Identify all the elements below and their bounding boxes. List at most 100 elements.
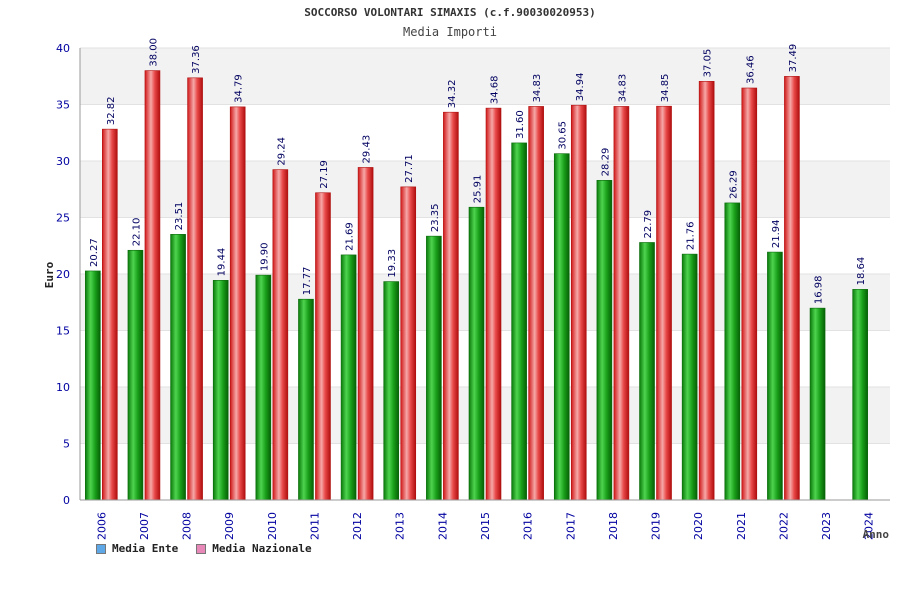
- x-tick-label: 2015: [479, 512, 492, 540]
- y-tick-label: 20: [56, 268, 70, 281]
- bar-value-label: 27.71: [404, 154, 415, 183]
- bar-value-label: 18.64: [856, 257, 867, 286]
- bar-value-label: 38.00: [148, 38, 159, 67]
- bar-media-ente: [127, 249, 144, 501]
- y-tick-label: 15: [56, 325, 70, 338]
- bar-media-nazionale: [784, 76, 800, 501]
- y-tick-label: 35: [56, 99, 70, 112]
- bar-media-nazionale: [443, 111, 459, 501]
- x-tick-label: 2020: [692, 512, 705, 540]
- legend-swatch-ente: [96, 543, 106, 554]
- x-tick-label: 2019: [650, 512, 663, 540]
- bar-value-label: 21.94: [771, 219, 782, 248]
- bar-value-label: 34.83: [532, 74, 543, 103]
- bar-media-ente: [809, 307, 826, 501]
- bar-value-label: 31.60: [515, 110, 526, 139]
- bar-media-nazionale: [741, 87, 758, 501]
- bar-value-label: 23.51: [174, 202, 185, 231]
- bar-media-ente: [170, 234, 186, 501]
- bar-media-nazionale: [528, 106, 544, 501]
- x-tick-labels: 2006 2007 2008 2009 2010 2011 2012 2013 2014 2015…: [95, 512, 875, 540]
- bar-media-ente: [767, 251, 783, 501]
- y-tick-labels: 0 5 10 15 20 25 30 35 40: [56, 42, 70, 507]
- bar-value-label: 21.76: [686, 221, 697, 250]
- bar-value-label: 29.24: [276, 137, 287, 166]
- bar-media-ente: [511, 142, 527, 501]
- x-tick-label: 2010: [266, 512, 279, 540]
- x-tick-label: 2024: [863, 512, 876, 540]
- x-tick-label: 2008: [181, 512, 194, 540]
- bar-media-nazionale: [698, 81, 715, 501]
- bar-value-label: 34.85: [660, 74, 671, 103]
- bar-value-label: 34.68: [490, 75, 501, 104]
- x-tick-label: 2018: [607, 512, 620, 540]
- legend-item-ente: Media Ente: [96, 542, 178, 555]
- bar-value-label: 28.29: [600, 148, 611, 177]
- chart-subtitle: Media Importi: [403, 25, 497, 39]
- bar-value-label: 34.83: [617, 74, 628, 103]
- legend: Media Ente Media Nazionale: [96, 542, 312, 555]
- bar-value-label: 34.79: [234, 74, 245, 103]
- y-tick-label: 0: [63, 494, 70, 507]
- bar-media-nazionale: [485, 107, 502, 501]
- bar-value-label: 37.49: [788, 44, 799, 73]
- bar-value-label: 22.79: [643, 210, 654, 239]
- bar-value-label: 27.19: [319, 160, 330, 189]
- x-tick-label: 2012: [351, 512, 364, 540]
- bar-media-ente: [681, 253, 698, 501]
- x-tick-label: 2013: [394, 512, 407, 540]
- bars: [85, 70, 868, 501]
- bar-value-label: 29.43: [362, 135, 373, 164]
- bar-media-nazionale: [613, 106, 630, 501]
- bar-media-ente: [724, 202, 741, 501]
- bar-media-nazionale: [102, 128, 118, 501]
- x-tick-label: 2022: [777, 512, 790, 540]
- bar-value-label: 36.46: [745, 55, 756, 84]
- x-tick-label: 2023: [820, 512, 833, 540]
- bar-value-label: 19.90: [259, 242, 270, 271]
- bar-value-label: 21.69: [345, 222, 356, 251]
- bar-media-ente: [639, 242, 655, 501]
- bar-media-ente: [212, 280, 229, 501]
- bar-value-label: 30.65: [558, 121, 569, 150]
- bar-value-label: 26.29: [728, 170, 739, 199]
- bar-media-ente: [596, 180, 613, 501]
- x-tick-label: 2021: [735, 512, 748, 540]
- bar-media-nazionale: [570, 104, 587, 501]
- bar-media-nazionale: [315, 192, 331, 501]
- y-tick-label: 5: [63, 438, 70, 451]
- bar-media-nazionale: [272, 169, 289, 501]
- y-tick-label: 25: [56, 212, 70, 225]
- legend-label-nazionale: Media Nazionale: [212, 542, 312, 555]
- bar-media-nazionale: [187, 77, 203, 501]
- bar-value-label: 19.44: [217, 248, 228, 277]
- x-tick-label: 2017: [564, 512, 577, 540]
- bar-media-nazionale: [400, 186, 417, 501]
- bar-value-label: 19.33: [387, 249, 398, 278]
- bar-media-ente: [255, 274, 272, 501]
- y-tick-label: 30: [56, 155, 70, 168]
- bar-value-label: 37.05: [703, 49, 714, 78]
- x-axis-label: Anno: [863, 528, 890, 541]
- x-tick-label: 2006: [95, 512, 108, 540]
- x-tick-label: 2011: [308, 512, 321, 540]
- bar-value-label: 32.82: [106, 96, 117, 125]
- bar-media-nazionale: [144, 70, 161, 501]
- bar-value-label: 25.91: [473, 175, 484, 204]
- bar-media-ente: [553, 153, 570, 501]
- legend-label-ente: Media Ente: [112, 542, 179, 555]
- x-tick-label: 2007: [138, 512, 151, 540]
- bar-media-ente: [852, 289, 868, 501]
- chart-title: SOCCORSO VOLONTARI SIMAXIS (c.f.90030020…: [304, 6, 596, 19]
- bar-value-label: 34.32: [447, 80, 458, 109]
- bar-value-label: 23.35: [430, 204, 441, 233]
- x-tick-label: 2014: [436, 512, 449, 540]
- x-tick-label: 2009: [223, 512, 236, 540]
- axes: [79, 48, 890, 501]
- y-axis-label: Euro: [43, 261, 56, 288]
- bar-value-label: 16.98: [814, 275, 825, 304]
- bar-value-label: 34.94: [575, 73, 586, 102]
- bar-media-ente: [383, 281, 400, 501]
- bar-media-ente: [426, 235, 442, 501]
